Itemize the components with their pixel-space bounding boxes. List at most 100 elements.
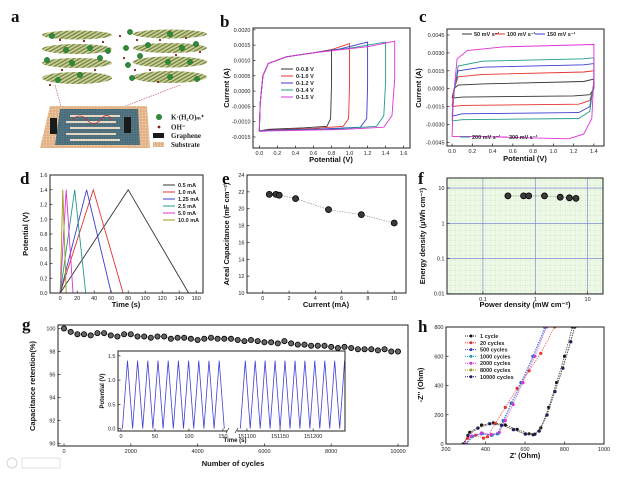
charts: 0.0 0.2 0.4 0.6 0.8 1.0 1.2 1.4 1.60.00200.00150…: [21, 27, 610, 468]
x-tick-label: 0.0: [448, 149, 456, 155]
data-point: [87, 332, 94, 339]
data-point: [261, 339, 268, 346]
ion-sphere: [125, 62, 131, 68]
graphene-sheet: [42, 44, 112, 54]
data-point: [503, 419, 507, 423]
hydroxide-dot: [133, 68, 137, 72]
y-tick-label: 14: [238, 257, 244, 263]
ion-sphere: [167, 74, 173, 80]
series-1-25-ma: [59, 189, 112, 293]
zoom-guide-line: [54, 84, 63, 111]
y-tick-label: 0.0015: [428, 69, 445, 75]
x-tick-label: 4000: [191, 449, 203, 455]
legend-label: 1000 cycles: [480, 354, 511, 360]
y-tick-label: 1: [441, 221, 444, 227]
data-point: [556, 193, 564, 201]
x-tick-label: 1.4: [382, 151, 390, 157]
y-tick-label: 90: [49, 442, 55, 448]
series-gcd-cycles: [122, 360, 345, 429]
y-tick-label: 0.0: [40, 291, 48, 297]
data-point: [321, 342, 328, 349]
plot-background: [446, 327, 604, 444]
data-point: [61, 325, 68, 332]
x-tick-label: 0: [62, 449, 65, 455]
legend-marker: [469, 361, 473, 365]
y-tick-label: 1.5: [108, 354, 116, 360]
graphene-sheet: [133, 43, 207, 53]
interdigitated-fingers: [66, 115, 120, 141]
y-tick-label: 100: [46, 326, 55, 332]
chart-panel-b: 0.0 0.2 0.4 0.6 0.8 1.0 1.2 1.4 1.6 0.0020 0.0015 0…: [222, 27, 411, 164]
legend-label: 50 mV s⁻¹: [474, 31, 500, 38]
panel-label-b: b: [220, 12, 229, 31]
y-tick-label: -0.0010: [232, 120, 251, 126]
data-point: [292, 195, 300, 203]
x-tick-label: 200: [441, 447, 450, 453]
watermark-mark: [21, 457, 61, 469]
legend-label: 5.0 mA: [178, 211, 196, 217]
data-point: [481, 436, 486, 440]
watermark-logo: [6, 457, 61, 469]
y-tick-label: 0.0030: [428, 51, 445, 57]
chart-panel-f: 0.1 1 10 10 1 0.1 0.01 Power density (mW cm⁻²) E…: [418, 177, 604, 309]
ion-sphere: [187, 59, 193, 65]
series-1-0-ma: [59, 188, 124, 293]
legend-label: 100 mV s⁻¹: [507, 31, 536, 38]
data-point: [566, 194, 573, 202]
chart-panel-d: 0 20 40 60 80 100 120 140 160 1.6 1.4 1.2 1.0 0.8 0.6 0…: [21, 173, 204, 309]
plot-frame: [446, 177, 604, 295]
data-point: [221, 335, 228, 342]
y-tick-label: 16: [238, 240, 244, 246]
graphene-sheet: [42, 30, 112, 40]
data-point: [503, 405, 507, 409]
x-tick-label: 1.6: [400, 151, 408, 157]
y-tick-label: -0.0030: [426, 123, 445, 129]
data-point: [497, 430, 501, 434]
x-tick-label: 150: [218, 434, 227, 440]
data-point: [539, 351, 543, 355]
x-tick-label: 60: [108, 296, 114, 302]
data-point: [268, 339, 275, 346]
x-tick-label: 4: [314, 296, 317, 302]
series-line: [59, 189, 67, 293]
series-line: [122, 360, 345, 429]
data-point: [74, 331, 81, 338]
y-tick-label: 10: [438, 186, 444, 192]
data-point: [500, 423, 504, 427]
legend-oh: OH⁻: [171, 124, 186, 132]
data-point: [354, 346, 361, 353]
x-axis-title: Current (mA): [303, 300, 350, 309]
legend-label: 500 cycles: [480, 348, 508, 354]
hydroxide-dot: [82, 39, 86, 43]
data-point: [523, 432, 528, 436]
data-point: [114, 333, 121, 340]
legend-label: 0-1.0 V: [296, 74, 314, 80]
y-axis-title: Capacitance retention(%): [28, 340, 37, 431]
series-300-mv-s-: [451, 44, 595, 140]
x-tick-label: 0.6: [509, 149, 517, 155]
x-tick-label: 0.0: [255, 151, 263, 157]
plot-area: [504, 192, 580, 202]
plot-area: [461, 327, 577, 444]
series-line: [258, 40, 396, 132]
x-tick-label: 120: [158, 296, 167, 302]
y-tick-label: 0.8: [40, 232, 48, 238]
ion-sphere: [69, 60, 75, 66]
data-point: [572, 194, 580, 202]
plot-area: [61, 325, 401, 355]
legend-ion: K·(H₂O)ₘ⁺: [171, 114, 205, 122]
plot-area: [59, 188, 189, 293]
x-tick-label: 0.8: [328, 151, 336, 157]
data-point: [301, 341, 308, 348]
y-tick-label: 0.0045: [428, 33, 445, 39]
data-point: [134, 333, 141, 340]
data-point: [67, 328, 74, 335]
y-tick-label: -0.0015: [232, 135, 251, 141]
y-tick-label: -0.0045: [426, 140, 445, 146]
panel-label-d: d: [20, 169, 30, 188]
legend-label: 200 mV s⁻¹: [472, 134, 501, 141]
x-tick-label: 50: [152, 434, 158, 440]
y-tick-label: 20: [238, 207, 244, 213]
y-tick-label: -0.0015: [426, 105, 445, 111]
